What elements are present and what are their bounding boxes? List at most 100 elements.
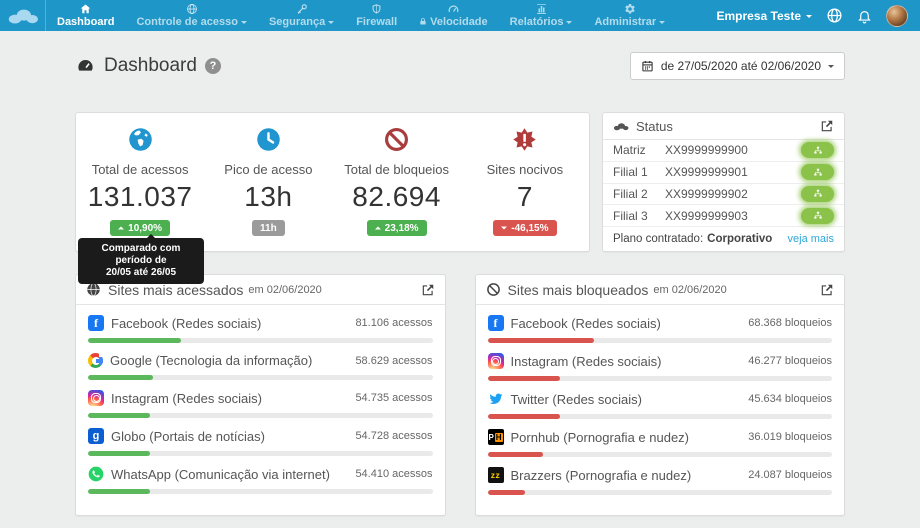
company-menu[interactable]: Empresa Teste xyxy=(717,9,813,23)
online-status-pill[interactable] xyxy=(801,164,834,180)
nav-item-velocidade[interactable]: Velocidade xyxy=(408,0,498,31)
app-logo[interactable] xyxy=(0,0,46,31)
nav-label: Dashboard xyxy=(57,16,114,28)
unit-name: Filial 3 xyxy=(613,209,665,223)
support-globe-icon[interactable] xyxy=(826,7,843,24)
chevron-down-icon xyxy=(659,21,665,27)
progress-fill xyxy=(488,414,560,419)
progress-track xyxy=(488,452,833,457)
virus-alert-icon xyxy=(511,126,538,153)
progress-track xyxy=(488,414,833,419)
site-row-google: Google (Tecnologia da informação) 58.629… xyxy=(88,353,433,380)
page-title-text: Dashboard xyxy=(104,55,197,77)
globe-icon xyxy=(186,3,198,15)
nav-item-administrar[interactable]: Administrar xyxy=(583,0,676,31)
online-status-pill[interactable] xyxy=(801,186,834,202)
sitemap-icon xyxy=(813,146,823,155)
nav-label: Velocidade xyxy=(430,16,487,28)
nav-item-firewall[interactable]: Firewall xyxy=(345,0,408,31)
site-value: 54.410 acessos xyxy=(355,468,432,480)
site-value: 68.368 bloqueios xyxy=(748,317,832,329)
ban-icon xyxy=(486,282,501,297)
nav-label: Relatórios xyxy=(510,16,564,28)
key-icon xyxy=(296,3,308,15)
user-avatar[interactable] xyxy=(886,5,908,27)
progress-fill xyxy=(488,452,543,457)
stat-trend-badge[interactable]: -46,15% xyxy=(493,220,556,236)
progress-fill xyxy=(488,490,526,495)
nav-item-controle-de-acesso[interactable]: Controle de acesso xyxy=(125,0,257,31)
site-value: 36.019 bloqueios xyxy=(748,431,832,443)
stat-trend-badge[interactable]: 23,18% xyxy=(367,220,427,236)
status-row-filial-2: Filial 2 XX9999999902 xyxy=(603,184,844,206)
nav-item-dashboard[interactable]: Dashboard xyxy=(46,0,125,31)
site-name: Twitter (Redes sociais) xyxy=(511,392,642,407)
site-row-globo: g Globo (Portais de notícias) 54.728 ace… xyxy=(88,428,433,456)
panel-date: em 02/06/2020 xyxy=(248,284,321,296)
nav-item-relatorios[interactable]: Relatórios xyxy=(499,0,584,31)
progress-track xyxy=(88,413,433,418)
progress-track xyxy=(488,338,833,343)
globe-americas-icon xyxy=(127,126,154,153)
bar-chart-icon xyxy=(535,3,548,15)
progress-track xyxy=(88,375,433,380)
unit-code: XX9999999900 xyxy=(665,143,801,157)
nav-label: Segurança xyxy=(269,16,325,28)
stat-sites-nocivos: Sites nocivos 7 -46,15% xyxy=(461,126,589,251)
site-row-whatsapp: WhatsApp (Comunicação via internet) 54.4… xyxy=(88,466,433,494)
plan-label: Plano contratado: xyxy=(613,233,703,245)
google-icon xyxy=(88,353,103,368)
site-row-pornhub: PH Pornhub (Pornografia e nudez) 36.019 … xyxy=(488,429,833,457)
date-range-filter[interactable]: de 27/05/2020 até 02/06/2020 xyxy=(630,52,845,80)
notifications-bell-icon[interactable] xyxy=(857,8,872,24)
top-blocked-panel: Sites mais bloqueados em 02/06/2020 f Fa… xyxy=(475,274,846,516)
stat-label: Total de bloqueios xyxy=(344,162,449,177)
dashboard-gauge-icon xyxy=(75,57,96,75)
page-title: Dashboard ? xyxy=(75,55,221,77)
stat-trend-badge[interactable]: 10,90% xyxy=(110,220,170,236)
site-value: 58.629 acessos xyxy=(355,355,432,367)
online-status-pill[interactable] xyxy=(801,208,834,224)
site-name: Pornhub (Pornografia e nudez) xyxy=(511,430,690,445)
external-link-icon[interactable] xyxy=(820,119,834,133)
stat-value: 13h xyxy=(244,181,292,213)
clock-icon xyxy=(255,126,282,153)
nav-label: Controle de acesso xyxy=(136,16,237,28)
tooltip-line: Comparado com período de xyxy=(82,243,200,267)
top-navbar: Dashboard Controle de acesso Segurança F… xyxy=(0,0,920,31)
chevron-down-icon xyxy=(328,21,334,27)
top-accessed-panel: Sites mais acessados em 02/06/2020 f Fac… xyxy=(75,274,446,516)
stat-label: Pico de acesso xyxy=(224,162,312,177)
stat-value: 82.694 xyxy=(352,181,441,213)
plan-footer: Plano contratado: Corporativo veja mais xyxy=(603,227,844,251)
unit-code: XX9999999901 xyxy=(665,165,801,179)
progress-fill xyxy=(88,451,150,456)
unit-code: XX9999999903 xyxy=(665,209,801,223)
unit-code: XX9999999902 xyxy=(665,187,801,201)
progress-track xyxy=(88,338,433,343)
external-link-icon[interactable] xyxy=(820,283,834,297)
see-more-link[interactable]: veja mais xyxy=(788,233,834,245)
main-nav: Dashboard Controle de acesso Segurança F… xyxy=(46,0,676,31)
progress-fill xyxy=(488,376,560,381)
progress-fill xyxy=(488,338,595,343)
site-value: 46.277 bloqueios xyxy=(748,355,832,367)
status-panel-header: Status xyxy=(603,113,844,140)
site-name: Instagram (Redes sociais) xyxy=(111,391,262,406)
sitemap-icon xyxy=(813,189,823,198)
brazzers-icon: zz xyxy=(488,467,504,483)
progress-track xyxy=(488,376,833,381)
stat-label: Sites nocivos xyxy=(487,162,564,177)
cloud-logo-icon xyxy=(7,7,39,25)
globe-icon xyxy=(86,282,101,297)
nav-item-seguranca[interactable]: Segurança xyxy=(258,0,345,31)
status-row-filial-1: Filial 1 XX9999999901 xyxy=(603,162,844,184)
online-status-pill[interactable] xyxy=(801,142,834,158)
external-link-icon[interactable] xyxy=(421,283,435,297)
whatsapp-icon xyxy=(88,466,104,482)
stat-prev-badge[interactable]: 11h xyxy=(252,220,285,236)
stat-value: 131.037 xyxy=(88,181,193,213)
pornhub-icon: PH xyxy=(488,429,504,445)
progress-fill xyxy=(88,338,181,343)
help-icon[interactable]: ? xyxy=(205,58,221,74)
